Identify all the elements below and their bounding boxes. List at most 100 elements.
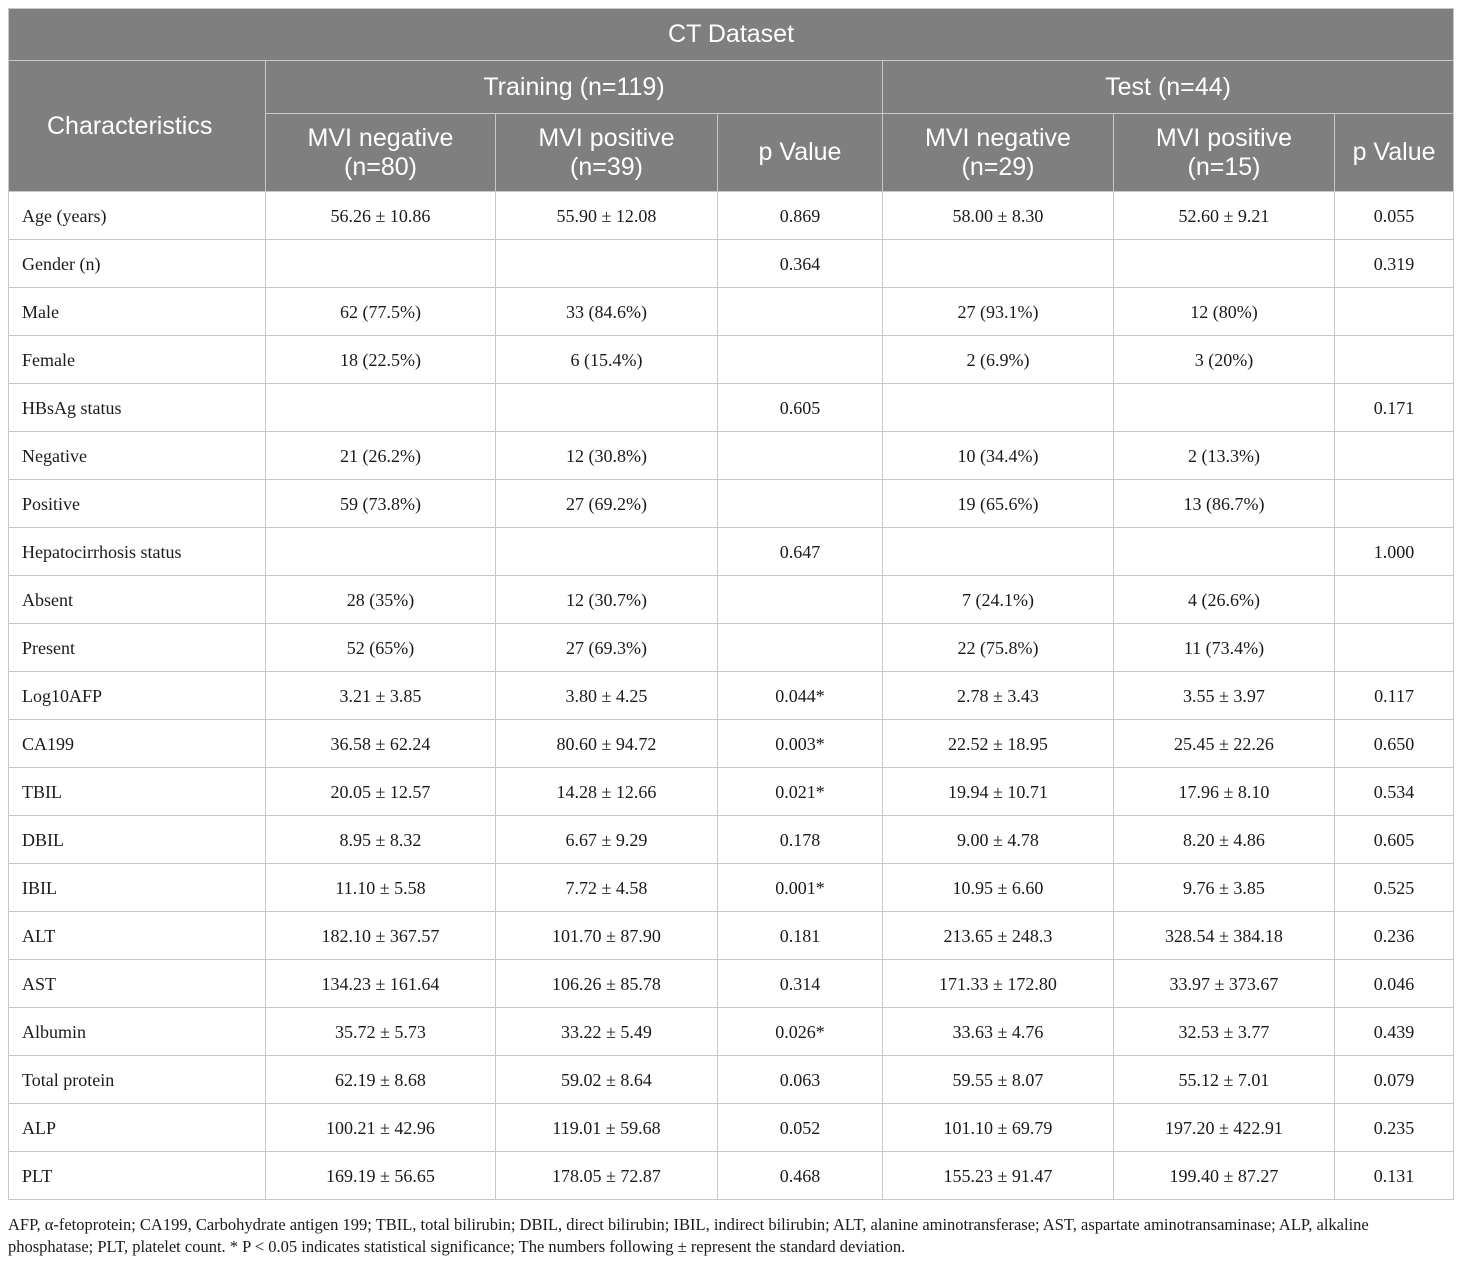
- table-cell: 0.044*: [717, 671, 883, 720]
- table-row: Total protein 62.19 ± 8.68 59.02 ± 8.64 0.0…: [8, 1055, 1455, 1104]
- table-cell: 0.235: [1333, 1103, 1455, 1152]
- table-container: CT Dataset Characteristics Training (n=1…: [7, 8, 1455, 1200]
- row-label: Total protein: [8, 1055, 266, 1104]
- table-cell: 21 (26.2%): [265, 431, 496, 480]
- table-row: ALP 100.21 ± 42.96 119.01 ± 59.68 0.052 101.…: [8, 1103, 1455, 1152]
- table-cell: 33.22 ± 5.49: [495, 1007, 718, 1056]
- table-row: Gender (n) 0.364 0.319: [8, 239, 1455, 288]
- table-row: ALT 182.10 ± 367.57 101.70 ± 87.90 0.181 213…: [8, 911, 1455, 960]
- table-cell: 197.20 ± 422.91: [1113, 1103, 1335, 1152]
- row-label: ALT: [8, 911, 266, 960]
- table-row: Male 62 (77.5%) 33 (84.6%) 27 (93.1%) 12 (80…: [8, 287, 1455, 336]
- table-cell: 19 (65.6%): [882, 479, 1114, 528]
- table-cell: 169.19 ± 56.65: [265, 1151, 496, 1200]
- table-cell: 0.026*: [717, 1007, 883, 1056]
- table-cell: 1.000: [1333, 527, 1455, 576]
- column-header-line: MVI negative: [925, 123, 1071, 152]
- table-cell: 0.236: [1333, 911, 1455, 960]
- table-cell: [495, 527, 718, 576]
- table-cell: 178.05 ± 72.87: [495, 1151, 718, 1200]
- table-cell: [717, 431, 883, 480]
- table-cell: 0.314: [717, 959, 883, 1008]
- row-label: DBIL: [8, 815, 266, 864]
- table-cell: 3 (20%): [1113, 335, 1335, 384]
- table-cell: 0.605: [1333, 815, 1455, 864]
- table-cell: 0.178: [717, 815, 883, 864]
- table-cell: 0.046: [1333, 959, 1455, 1008]
- table-cell: 62 (77.5%): [265, 287, 496, 336]
- table-cell: 0.647: [717, 527, 883, 576]
- table-cell: 10.95 ± 6.60: [882, 863, 1114, 912]
- table-cell: 33.63 ± 4.76: [882, 1007, 1114, 1056]
- row-label: Log10AFP: [8, 671, 266, 720]
- column-header-5: MVI positive (n=15): [1113, 113, 1335, 192]
- table-cell: 33 (84.6%): [495, 287, 718, 336]
- column-header-line: MVI positive: [1155, 123, 1293, 152]
- table-cell: 0.468: [717, 1151, 883, 1200]
- table-cell: 18 (22.5%): [265, 335, 496, 384]
- column-header-line: (n=29): [961, 152, 1035, 181]
- table-cell: 0.439: [1333, 1007, 1455, 1056]
- table-cell: [1333, 431, 1455, 480]
- table-row: HBsAg status 0.605 0.171: [8, 383, 1455, 432]
- table-cell: 56.26 ± 10.86: [265, 191, 496, 240]
- table-cell: [495, 239, 718, 288]
- column-header-line: p Value: [758, 138, 842, 166]
- table-cell: [717, 479, 883, 528]
- table-cell: 134.23 ± 161.64: [265, 959, 496, 1008]
- table-cell: 0.525: [1333, 863, 1455, 912]
- table-row: Female 18 (22.5%) 6 (15.4%) 2 (6.9%) 3 (20%): [8, 335, 1455, 384]
- table-cell: 0.052: [717, 1103, 883, 1152]
- table-cell: 3.21 ± 3.85: [265, 671, 496, 720]
- table-cell: 58.00 ± 8.30: [882, 191, 1114, 240]
- column-header-2: MVI positive (n=39): [495, 113, 718, 192]
- table-row: AST 134.23 ± 161.64 106.26 ± 85.78 0.314 171…: [8, 959, 1455, 1008]
- table-cell: 0.063: [717, 1055, 883, 1104]
- data-table: CT Dataset Characteristics Training (n=1…: [7, 8, 1455, 1200]
- table-cell: [1333, 623, 1455, 672]
- row-label: HBsAg status: [8, 383, 266, 432]
- table-cell: 33.97 ± 373.67: [1113, 959, 1335, 1008]
- column-header-line: (n=39): [570, 152, 643, 181]
- table-cell: 328.54 ± 384.18: [1113, 911, 1335, 960]
- table-cell: 0.117: [1333, 671, 1455, 720]
- table-cell: 100.21 ± 42.96: [265, 1103, 496, 1152]
- table-cell: 101.70 ± 87.90: [495, 911, 718, 960]
- table-cell: 155.23 ± 91.47: [882, 1151, 1114, 1200]
- row-label: Negative: [8, 431, 266, 480]
- table-cell: 59.55 ± 8.07: [882, 1055, 1114, 1104]
- table-cell: [1113, 383, 1335, 432]
- table-row: Present 52 (65%) 27 (69.3%) 22 (75.8%) 11 (7…: [8, 623, 1455, 672]
- row-label: Male: [8, 287, 266, 336]
- column-header-3: p Value: [717, 113, 883, 192]
- table-cell: [495, 383, 718, 432]
- table-cell: 0.319: [1333, 239, 1455, 288]
- table-row: Absent 28 (35%) 12 (30.7%) 7 (24.1%) 4 (26.6…: [8, 575, 1455, 624]
- table-cell: 6.67 ± 9.29: [495, 815, 718, 864]
- row-label: Positive: [8, 479, 266, 528]
- table-cell: 7 (24.1%): [882, 575, 1114, 624]
- table-cell: [882, 527, 1114, 576]
- table-cell: 52 (65%): [265, 623, 496, 672]
- table-cell: [882, 239, 1114, 288]
- table-cell: 3.80 ± 4.25: [495, 671, 718, 720]
- table-cell: 0.181: [717, 911, 883, 960]
- table-cell: 19.94 ± 10.71: [882, 767, 1114, 816]
- table-cell: [717, 287, 883, 336]
- table-cell: 0.003*: [717, 719, 883, 768]
- table-cell: 35.72 ± 5.73: [265, 1007, 496, 1056]
- column-header-line: (n=80): [344, 152, 417, 181]
- characteristics-header: Characteristics: [8, 60, 266, 192]
- table-cell: 36.58 ± 62.24: [265, 719, 496, 768]
- table-cell: 17.96 ± 8.10: [1113, 767, 1335, 816]
- table-cell: [1333, 479, 1455, 528]
- table-cell: 101.10 ± 69.79: [882, 1103, 1114, 1152]
- table-header: CT Dataset Characteristics Training (n=1…: [7, 8, 1455, 192]
- table-cell: [717, 335, 883, 384]
- table-cell: 10 (34.4%): [882, 431, 1114, 480]
- table-cell: 0.021*: [717, 767, 883, 816]
- table-cell: 3.55 ± 3.97: [1113, 671, 1335, 720]
- column-header-line: (n=15): [1187, 152, 1261, 181]
- table-row: Hepatocirrhosis status 0.647 1.000: [8, 527, 1455, 576]
- table-cell: 0.171: [1333, 383, 1455, 432]
